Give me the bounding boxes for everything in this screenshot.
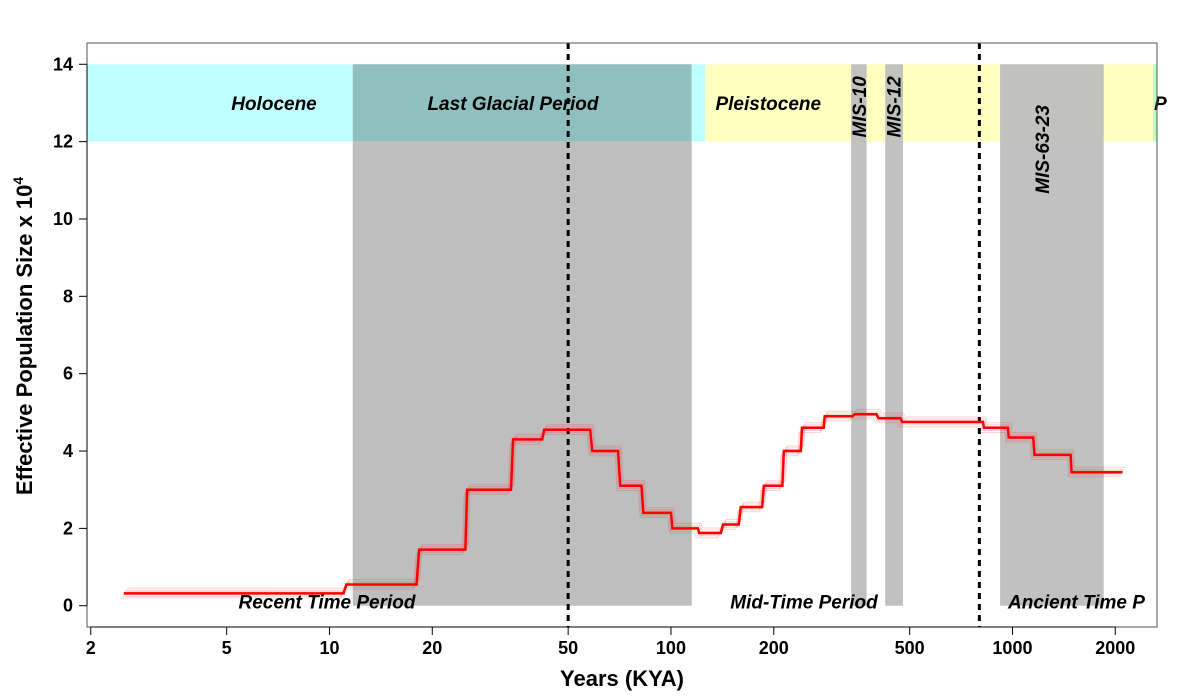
- x-tick-label-8: 1000: [992, 638, 1032, 658]
- y-tick-label-1: 2: [63, 518, 73, 538]
- y-axis-title-exponent: 4: [10, 177, 26, 185]
- gray-region-2: [885, 64, 903, 606]
- epoch-band-label-3: Pleistocene: [715, 94, 821, 115]
- gray-regions: [352, 64, 1104, 606]
- x-axis-title: Years (KYA): [560, 666, 684, 691]
- x-tick-label-3: 20: [422, 638, 442, 658]
- gray-region-0: [352, 141, 692, 606]
- y-tick-label-6: 12: [53, 132, 73, 152]
- x-tick-label-6: 200: [759, 638, 789, 658]
- series-lines: [120, 408, 1126, 599]
- series-0-replicate-1: [122, 416, 1121, 597]
- gray-region-label-3: MIS-63-23: [1033, 105, 1054, 194]
- y-axis: 0 2 4 6 8 10 12 14: [53, 54, 88, 616]
- x-axis: 2 5 10 20 50 100 200 500 1000 2000: [86, 626, 1135, 658]
- gray-region-label-1: MIS-10: [850, 76, 871, 138]
- x-tick-label-0: 2: [86, 638, 96, 658]
- period-label-2: Ancient Time P: [1007, 593, 1145, 614]
- series-0-line: [123, 413, 1123, 595]
- epoch-band-label-0: Holocene: [231, 94, 317, 115]
- gray-region-label-2: MIS-12: [885, 76, 906, 138]
- dashed-lines: [566, 43, 981, 627]
- y-tick-label-3: 6: [63, 364, 73, 384]
- gray-region-3: [1000, 64, 1104, 606]
- period-labels: Recent Time Period Mid-Time Period Ancient…: [238, 593, 1145, 614]
- y-tick-label-4: 8: [63, 286, 73, 306]
- epoch-band-0: [87, 64, 353, 142]
- x-tick-label-5: 100: [656, 638, 686, 658]
- period-label-1: Mid-Time Period: [730, 593, 878, 614]
- x-tick-label-1: 5: [222, 638, 232, 658]
- y-axis-title-text: Effective Population Size x 10: [12, 185, 37, 496]
- y-tick-label-0: 0: [63, 596, 73, 616]
- y-tick-label-2: 4: [63, 441, 73, 461]
- y-tick-label-7: 14: [53, 54, 73, 74]
- epoch-band-1: [352, 64, 692, 142]
- x-tick-label-7: 500: [895, 638, 925, 658]
- epoch-band-label-1: Last Glacial Period: [427, 94, 598, 115]
- x-tick-label-2: 10: [319, 638, 339, 658]
- x-tick-label-9: 2000: [1095, 638, 1135, 658]
- series-0-replicate-0: [120, 418, 1120, 599]
- period-label-0: Recent Time Period: [238, 593, 415, 614]
- epoch-band-4: [1153, 64, 1157, 142]
- series-0-replicate-5: [126, 408, 1126, 589]
- y-tick-label-5: 10: [53, 209, 73, 229]
- y-axis-title: Effective Population Size x 104: [10, 177, 37, 496]
- gray-region-1: [851, 64, 867, 606]
- series-0-replicate-4: [125, 410, 1125, 591]
- x-tick-label-4: 50: [558, 638, 578, 658]
- band-labels: Holocene Last Glacial Period Pleistocene P M…: [231, 76, 1167, 194]
- epoch-band-label-4: P: [1154, 94, 1167, 115]
- epoch-band-2: [691, 64, 706, 142]
